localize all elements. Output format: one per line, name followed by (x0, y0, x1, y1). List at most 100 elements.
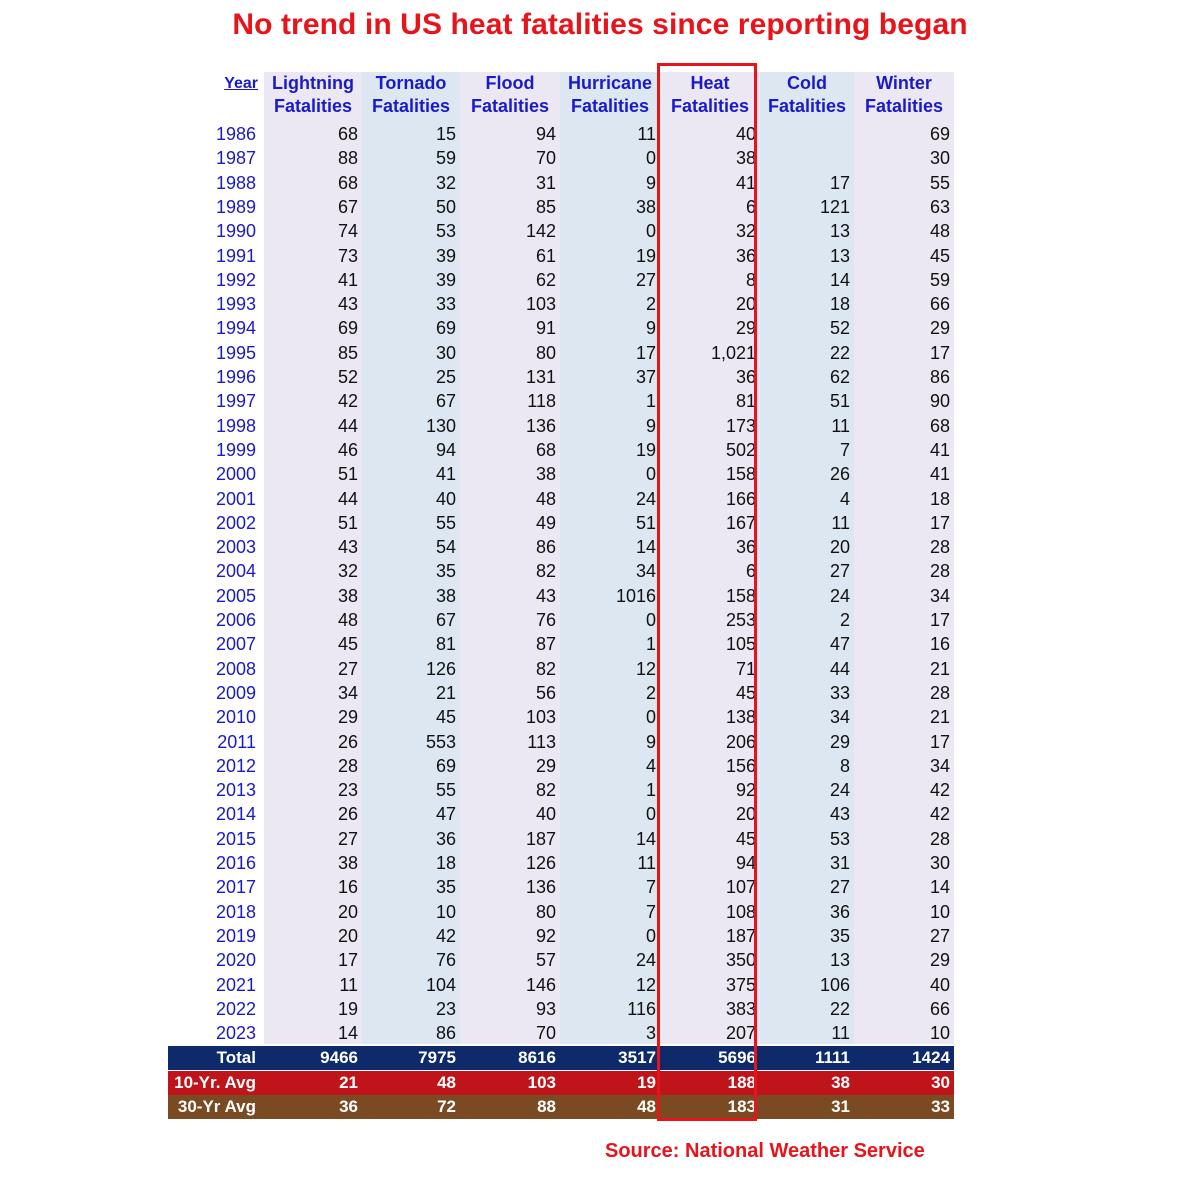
table-row: 2000 51 41 38 0 158 26 41 (168, 462, 954, 486)
cell-cold: 52 (829, 318, 850, 339)
cell-winter: 30 (929, 148, 950, 169)
cell-lightning: 11 (339, 974, 358, 995)
cell-heat: 36 (735, 245, 756, 266)
table-row: 2006 48 67 76 0 253 2 17 (168, 608, 954, 632)
cell-heat: 350 (725, 950, 756, 971)
table-row: 2001 44 40 48 24 166 4 18 (168, 487, 954, 511)
column-background-flood (460, 72, 560, 1044)
cell-year: 2023 (215, 1023, 256, 1044)
cell-year: 1986 (215, 124, 256, 144)
cell-hurricane: 1016 (615, 585, 656, 606)
cell-lightning: 51 (337, 464, 358, 485)
cell-year: 2014 (215, 804, 256, 825)
cell-tornado: 15 (435, 124, 456, 144)
cell-flood: 87 (535, 634, 556, 655)
cell-flood: 82 (535, 780, 556, 801)
cell-tornado: 32 (435, 172, 456, 193)
header-line: Hurricane (567, 73, 653, 93)
cell-cold: 44 (829, 658, 850, 679)
cell-winter: 66 (929, 998, 950, 1019)
summary-cell-lightning: 9466 (320, 1048, 358, 1068)
summary-cell-tornado: 48 (437, 1072, 456, 1092)
cell-flood: 82 (535, 658, 556, 679)
cell-winter: 45 (929, 245, 950, 266)
cell-flood: 126 (525, 853, 556, 873)
cell-cold: 27 (829, 561, 850, 582)
table-row: 2004 32 35 82 34 6 27 28 (168, 559, 954, 583)
cell-heat: 187 (725, 925, 756, 946)
cell-lightning: 27 (337, 658, 358, 679)
header-line: Flood (485, 73, 535, 93)
cell-winter: 69 (929, 124, 950, 144)
cell-tornado: 10 (435, 901, 456, 922)
cell-year: 2007 (215, 634, 256, 655)
cell-year: 1994 (215, 318, 256, 339)
cell-year: 2000 (215, 464, 256, 485)
cell-cold: 106 (819, 974, 850, 995)
cell-heat: 105 (725, 634, 756, 655)
table-row: 2015 27 36 187 14 45 53 28 (168, 827, 954, 851)
cell-year: 2015 (215, 828, 256, 849)
cell-tornado: 50 (435, 196, 456, 217)
summary-cell-heat: 183 (727, 1097, 756, 1117)
cell-lightning: 17 (337, 950, 358, 971)
cell-tornado: 67 (435, 391, 456, 412)
header-line: Fatalities (470, 96, 550, 116)
cell-flood: 76 (535, 610, 556, 630)
table-row: 1995 85 30 80 17 1,021 22 17 (168, 341, 954, 365)
cell-hurricane: 116 (627, 998, 656, 1019)
summary-row-avg10: 10-Yr. Avg 21 48 103 19 188 38 30 (168, 1070, 954, 1095)
cell-heat: 375 (725, 974, 756, 995)
header-winter: Winter Fatalities (854, 72, 954, 120)
cell-winter: 27 (929, 925, 950, 946)
cell-tornado: 35 (435, 561, 456, 582)
table-row: 1998 44 130 136 9 173 11 68 (168, 414, 954, 438)
header-cold: Cold Fatalities (760, 72, 854, 120)
cell-lightning: 46 (337, 439, 358, 460)
header-line: Fatalities (864, 96, 944, 116)
summary-cell-winter: 30 (931, 1072, 950, 1092)
cell-cold: 11 (831, 415, 850, 436)
cell-winter: 17 (929, 731, 950, 752)
cell-heat: 6 (745, 561, 756, 582)
cell-heat: 36 (735, 367, 756, 387)
cell-heat: 156 (725, 755, 756, 776)
cell-flood: 68 (535, 439, 556, 460)
cell-winter: 21 (929, 707, 950, 728)
cell-tornado: 104 (425, 974, 456, 995)
cell-year: 2017 (215, 877, 256, 898)
chart-title: No trend in US heat fatalities since rep… (232, 8, 968, 41)
cell-tornado: 553 (425, 731, 456, 752)
cell-heat: 207 (725, 1023, 756, 1044)
cell-hurricane: 3 (645, 1023, 656, 1044)
cell-hurricane: 2 (645, 294, 656, 315)
cell-winter: 28 (929, 537, 950, 558)
cell-winter: 41 (929, 439, 950, 460)
cell-year: 1989 (215, 196, 256, 217)
summary-cell-heat: 188 (727, 1072, 756, 1092)
header-lightning: Lightning Fatalities (264, 72, 362, 120)
cell-year: 1995 (215, 342, 256, 363)
cell-hurricane: 12 (635, 658, 656, 679)
cell-tornado: 69 (435, 318, 456, 339)
cell-lightning: 68 (337, 172, 358, 193)
table-row: 2018 20 10 80 7 108 36 10 (168, 900, 954, 924)
cell-hurricane: 7 (645, 877, 656, 898)
cell-heat: 6 (745, 196, 756, 217)
cell-winter: 17 (929, 610, 950, 630)
cell-hurricane: 11 (637, 124, 656, 144)
header-line: Fatalities (670, 96, 750, 116)
cell-heat: 253 (725, 610, 756, 630)
cell-tornado: 39 (435, 245, 456, 266)
cell-lightning: 41 (337, 269, 358, 290)
header-line: Fatalities (570, 96, 650, 116)
cell-heat: 20 (735, 294, 756, 315)
cell-lightning: 26 (337, 731, 358, 752)
cell-year: 2018 (215, 901, 256, 922)
cell-tornado: 45 (435, 707, 456, 728)
cell-tornado: 69 (435, 755, 456, 776)
cell-flood: 43 (535, 585, 556, 606)
cell-hurricane: 12 (635, 974, 656, 995)
cell-hurricane: 0 (645, 804, 656, 825)
cell-lightning: 38 (337, 853, 358, 873)
